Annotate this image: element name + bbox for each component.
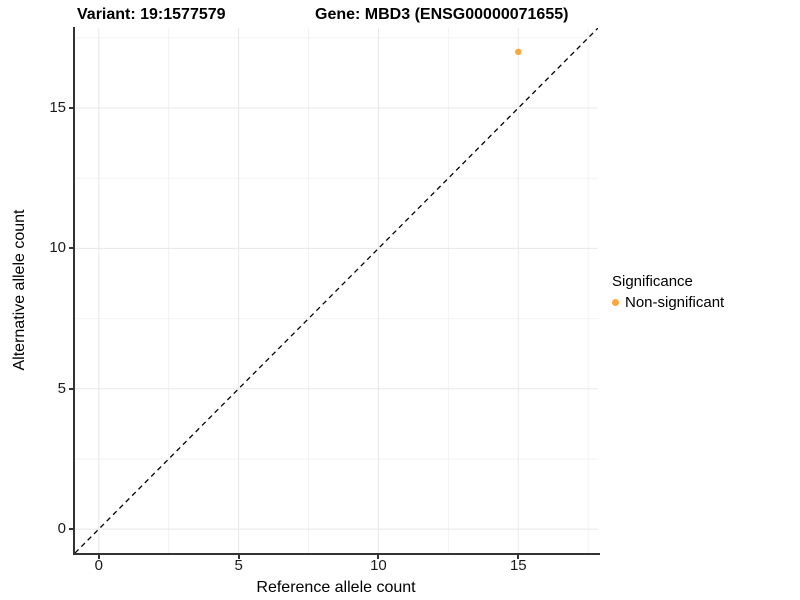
plot-title-gene: Gene: MBD3 (ENSG00000071655) <box>315 6 569 23</box>
x-tick-label: 15 <box>509 557 527 574</box>
y-tick-label: 5 <box>57 379 66 397</box>
data-point <box>515 48 522 56</box>
y-axis-line <box>73 27 75 555</box>
x-tick-mark <box>97 555 100 559</box>
y-tick-label: 10 <box>49 239 66 257</box>
legend-entry-label: Non-significant <box>625 294 725 311</box>
x-tick-mark <box>237 555 240 559</box>
y-tick-label: 15 <box>49 99 66 116</box>
y-tick-label: 0 <box>57 520 66 538</box>
plot-canvas <box>75 28 598 553</box>
plot-title-variant: Variant: 19:1577579 <box>77 6 226 23</box>
x-tick-label: 0 <box>94 557 103 574</box>
y-tick-mark <box>69 528 73 531</box>
legend: Significance Non-significant <box>612 273 724 312</box>
legend-entries: Non-significant <box>612 293 724 312</box>
x-axis-label: Reference allele count <box>256 579 416 596</box>
x-axis-line <box>73 553 600 555</box>
y-tick-mark <box>69 247 73 250</box>
y-tick-mark <box>69 107 73 109</box>
y-tick-mark <box>69 387 73 390</box>
y-axis-label: Alternative allele count <box>11 209 28 371</box>
legend-point-icon <box>612 299 619 306</box>
x-tick-mark <box>517 555 520 559</box>
identity-line <box>75 28 598 553</box>
legend-entry: Non-significant <box>612 293 724 312</box>
x-tick-label: 10 <box>370 557 387 574</box>
plot-panel <box>75 28 598 553</box>
legend-title: Significance <box>612 273 693 290</box>
x-tick-mark <box>377 555 380 559</box>
x-tick-label: 5 <box>234 557 243 574</box>
